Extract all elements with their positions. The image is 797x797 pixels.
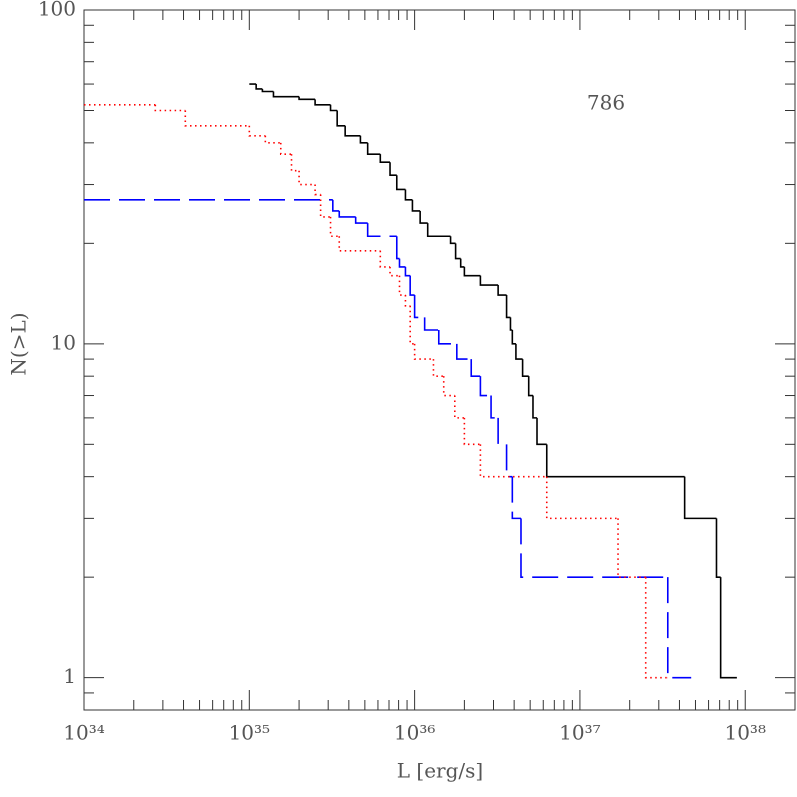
step-segment [404, 266, 411, 277]
step-segment [520, 518, 668, 578]
step-segment [432, 359, 444, 377]
step-segment [272, 91, 300, 98]
step-segment [617, 518, 646, 578]
step-segment [264, 135, 281, 144]
step-segment [497, 285, 507, 296]
step-segment [404, 295, 411, 307]
step-segment [426, 223, 451, 238]
step-segment [411, 199, 421, 212]
step-segment [395, 175, 406, 191]
step-segment [389, 266, 400, 277]
step-segment [545, 476, 619, 520]
step-segment [527, 376, 533, 397]
step-segment [497, 417, 507, 446]
step-segment [184, 110, 250, 127]
step-segment [545, 444, 685, 478]
x-tick-label: 10³⁵ [229, 721, 270, 745]
step-segment [336, 110, 346, 127]
step-segment [154, 104, 186, 112]
step-segment [279, 142, 292, 155]
x-tick-label: 10³⁸ [724, 721, 765, 745]
step-segment [366, 142, 381, 155]
step-segment [442, 376, 455, 397]
x-tick-label: 10³⁶ [394, 721, 435, 745]
step-segment [398, 275, 406, 296]
step-segment [449, 236, 456, 245]
step-segment [359, 135, 368, 144]
step-segment [366, 223, 397, 238]
step-segment [379, 250, 391, 268]
step-segment [298, 170, 316, 186]
step-segment [666, 577, 692, 679]
step-segment [344, 125, 361, 137]
step-segment [511, 330, 516, 345]
step-segment [354, 216, 368, 224]
step-segment [511, 476, 521, 520]
step-segment [463, 417, 481, 446]
step-segment [715, 518, 721, 578]
step-segment [437, 330, 457, 345]
step-segment [453, 395, 465, 419]
step-segment [409, 305, 415, 345]
annotation: 786 [587, 91, 625, 115]
y-tick-label: 100 [38, 0, 76, 21]
step-segment [423, 317, 439, 331]
step-segment [459, 258, 465, 268]
step-segment [261, 88, 274, 93]
step-segment [505, 444, 513, 478]
y-axis-label: N(>L) [7, 312, 31, 375]
step-segment [332, 199, 340, 212]
step-segment [515, 343, 523, 360]
step-segment [719, 577, 737, 679]
step-segment [532, 395, 538, 419]
step-segment [319, 194, 331, 218]
step-segment [490, 395, 499, 419]
step-segment [329, 216, 340, 238]
plot-frame [83, 9, 796, 711]
step-segment [290, 154, 300, 172]
step-segment [479, 376, 492, 397]
y-tick-label: 10 [51, 330, 76, 354]
step-segment [338, 236, 381, 252]
step-segment [419, 210, 428, 224]
step-segment [379, 154, 391, 164]
step-segment [644, 577, 668, 679]
step-segment [413, 295, 425, 319]
x-tick-label: 10³⁷ [559, 721, 600, 745]
x-tick-label: 10³⁴ [63, 721, 104, 745]
step-segment [505, 295, 511, 319]
step-segment [413, 343, 434, 360]
step-segment [509, 317, 513, 331]
step-segment [314, 184, 321, 196]
step-segment [329, 104, 338, 112]
y-tick-label: 1 [63, 664, 76, 688]
step-segment [248, 125, 266, 137]
step-segment [398, 258, 406, 268]
step-segment [683, 476, 717, 520]
step-segment [454, 243, 461, 260]
step-segment [536, 417, 547, 446]
step-segment [255, 84, 263, 90]
step-segment [314, 99, 331, 106]
x-axis-label: L [erg/s] [397, 759, 483, 783]
step-segment [409, 275, 415, 296]
step-segment [389, 162, 397, 176]
step-segment [298, 96, 316, 101]
step-segment [456, 343, 472, 360]
step-segment [463, 266, 481, 277]
step-segment [521, 359, 529, 377]
step-segment [479, 275, 499, 286]
step-segment [479, 444, 547, 478]
step-segment [338, 210, 356, 218]
step-segment [470, 359, 481, 377]
step-segment [395, 236, 400, 260]
step-segment [404, 189, 413, 201]
